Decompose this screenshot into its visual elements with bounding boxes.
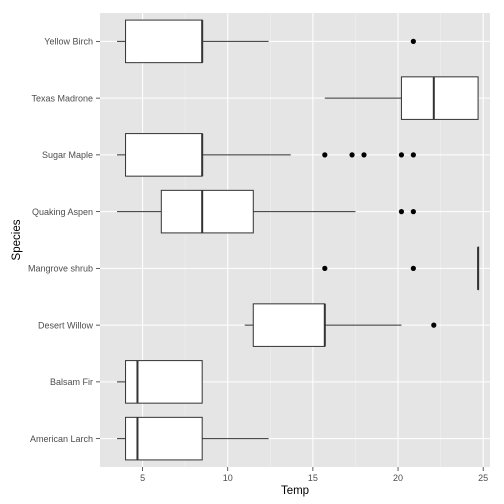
box-texas-madrone bbox=[324, 76, 479, 120]
box-sugar-maple bbox=[117, 133, 416, 177]
outlier-point bbox=[349, 152, 355, 158]
box-body bbox=[400, 76, 479, 120]
y-tick-label: Quaking Aspen bbox=[32, 207, 93, 217]
axes: American Larch Balsam Fir Desert Willow Man… bbox=[28, 37, 488, 483]
x-axis-title: Temp bbox=[281, 485, 309, 497]
y-axis-title: Species bbox=[11, 219, 23, 260]
outlier-point bbox=[398, 152, 405, 158]
outlier-point bbox=[410, 265, 416, 271]
x-tick-label: 15 bbox=[308, 473, 318, 483]
outlier-point bbox=[410, 152, 416, 158]
y-tick-label: Balsam Fir bbox=[50, 377, 93, 387]
x-tick-label: 25 bbox=[478, 473, 488, 483]
box-yellow-birch bbox=[117, 19, 416, 64]
box-body bbox=[125, 133, 203, 177]
x-tick-label: 5 bbox=[140, 473, 145, 483]
box-body bbox=[125, 19, 203, 64]
box-balsam-fir bbox=[117, 360, 203, 404]
outlier-point bbox=[410, 38, 416, 44]
outlier-point bbox=[361, 152, 367, 158]
y-tick-label: Mangrove shrub bbox=[28, 264, 93, 274]
box-american-larch bbox=[117, 416, 269, 461]
outlier-point bbox=[398, 209, 405, 215]
y-tick-label: Texas Madrone bbox=[31, 93, 93, 103]
y-tick-label: American Larch bbox=[30, 434, 93, 444]
x-tick-label: 20 bbox=[393, 473, 403, 483]
outlier-point bbox=[322, 152, 328, 158]
box-body bbox=[252, 303, 326, 347]
y-tick-label: Desert Willow bbox=[38, 320, 94, 330]
box-desert-willow bbox=[244, 303, 437, 347]
outlier-point bbox=[322, 265, 328, 271]
x-tick-label: 10 bbox=[223, 473, 233, 483]
outlier-point bbox=[431, 322, 437, 328]
box-body bbox=[160, 189, 254, 234]
outlier-point bbox=[410, 209, 416, 215]
box-mangrove-shrub bbox=[322, 246, 480, 291]
y-tick-label: Sugar Maple bbox=[42, 150, 93, 160]
box-quaking-aspen bbox=[117, 189, 416, 234]
y-tick-label: Yellow Birch bbox=[44, 37, 93, 47]
boxes bbox=[117, 19, 480, 461]
